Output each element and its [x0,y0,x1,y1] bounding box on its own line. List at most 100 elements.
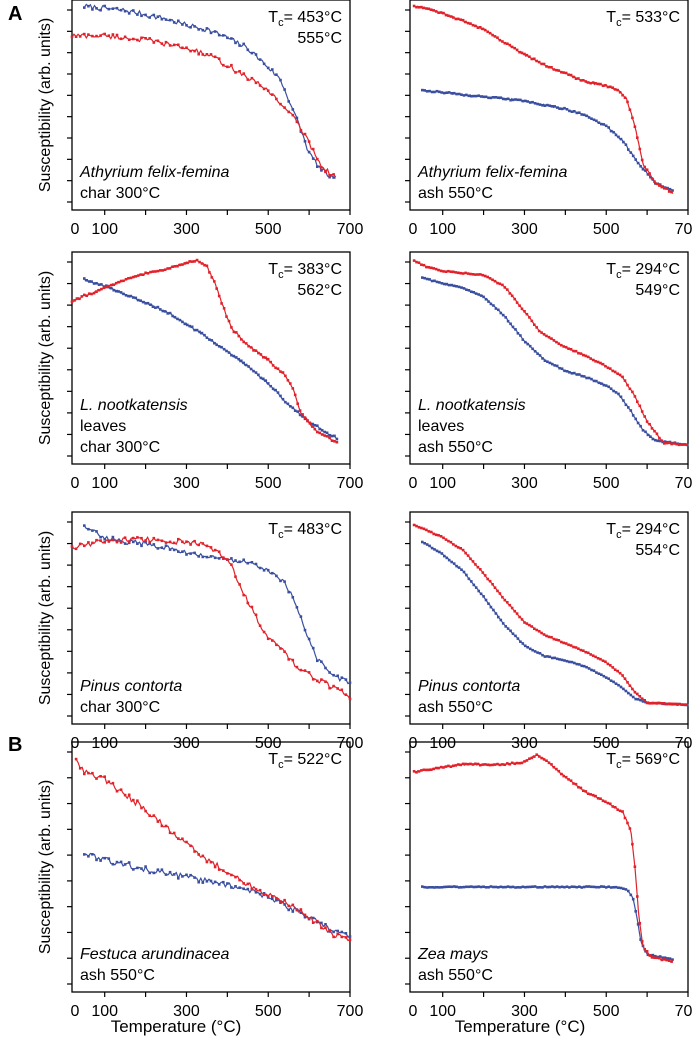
data-point [595,119,598,123]
data-point [78,767,82,770]
data-point [604,800,607,803]
data-point [423,542,426,545]
series-line-red [71,536,351,700]
data-point [249,367,253,371]
data-point [320,166,323,169]
data-point [70,35,74,39]
data-point [103,775,106,778]
data-point [217,883,221,886]
data-point [465,288,468,291]
data-point [303,669,307,672]
data-point [498,763,502,767]
data-point [454,271,458,274]
data-point [119,860,123,864]
data-point [629,409,633,412]
data-point [303,913,307,917]
tc-value: 555°C [297,30,342,47]
data-point [472,94,476,98]
data-point [479,885,483,889]
data-point [626,383,629,387]
data-point [455,564,458,568]
x-tick-label-0: 0 [71,735,80,752]
data-point [513,609,516,613]
data-point [515,301,519,304]
data-point [201,555,205,559]
treatment-label: ash 550°C [80,967,155,984]
data-point [477,589,480,593]
data-point [607,385,610,389]
data-point [127,294,130,298]
data-point [547,65,551,69]
data-point [279,394,282,398]
data-point [626,821,629,825]
data-point [230,557,233,560]
data-point [274,366,277,370]
data-point [639,938,642,941]
data-point [623,96,627,99]
data-point [318,427,321,431]
data-point [666,957,669,960]
data-point [589,793,592,796]
data-point [646,433,650,437]
data-point [152,13,156,17]
data-point [299,128,303,132]
data-point [262,87,266,91]
data-point [238,583,241,586]
data-point [449,15,453,18]
data-point [533,885,537,888]
data-point [307,637,311,641]
data-point [510,45,514,49]
x-axis-title-right: Temperature (°C) [455,1017,586,1036]
data-point [663,956,667,959]
data-point [580,664,583,668]
data-point [518,761,521,765]
data-point [266,66,270,70]
treatment-label: ash 550°C [418,439,493,456]
data-point [172,43,176,47]
data-point [631,897,635,901]
data-point [181,837,184,841]
data-point [456,546,460,549]
data-point [601,84,605,87]
data-point [487,602,490,605]
data-point [447,14,450,17]
data-point [560,367,564,370]
data-point [320,660,323,663]
data-point [240,359,243,363]
data-point [646,173,650,176]
data-point [546,655,549,658]
data-point [90,280,93,283]
data-point [501,763,504,766]
data-point [246,78,250,81]
data-point [449,270,453,273]
data-point [499,885,503,889]
data-point [481,273,485,277]
data-point [565,370,569,373]
data-point [609,367,612,370]
data-point [438,281,441,284]
data-point [641,700,645,703]
data-point [445,885,449,889]
data-point [247,344,250,348]
data-point [435,89,439,93]
data-point [643,415,646,418]
data-point [198,260,201,264]
data-point [92,282,96,285]
data-point [244,363,248,367]
data-point [264,379,268,382]
data-point [443,282,446,286]
data-point [197,555,200,558]
data-point [542,758,546,761]
data-point [560,658,564,662]
data-point [437,534,440,537]
data-point [271,639,274,642]
data-point [164,824,168,828]
data-point [99,535,102,539]
data-point [189,873,192,877]
x-tick-label: 700 [675,735,692,752]
data-point [114,289,118,293]
data-point [511,98,515,102]
data-point [457,92,461,96]
data-point [482,95,485,99]
data-point [548,104,552,107]
